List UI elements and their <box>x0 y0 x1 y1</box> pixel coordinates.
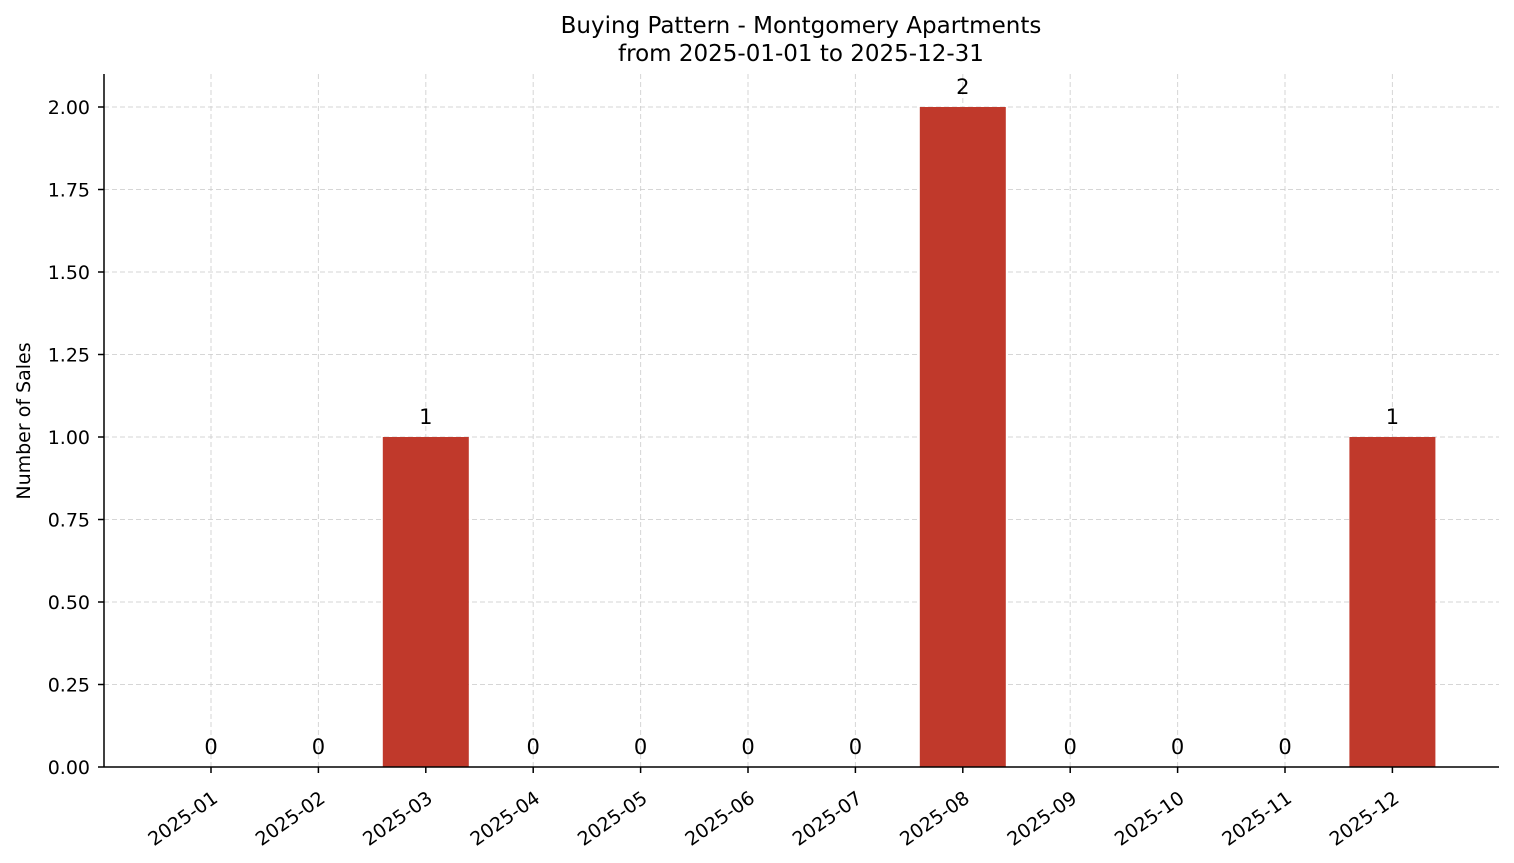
data-labels: 0 0 1 0 0 0 0 2 0 0 0 1 <box>204 75 1399 759</box>
y-tick-label: 0.25 <box>48 675 90 697</box>
chart-title: Buying Pattern - Montgomery Apartments <box>561 13 1042 39</box>
x-tick-label: 2025-05 <box>574 787 652 851</box>
x-tick-label: 2025-07 <box>789 787 867 851</box>
y-tick-label: 0.00 <box>48 757 90 779</box>
data-label: 1 <box>419 405 432 429</box>
chart-subtitle: from 2025-01-01 to 2025-12-31 <box>618 41 984 67</box>
data-label: 1 <box>1386 405 1399 429</box>
axes <box>103 74 1499 768</box>
x-tick-label: 2025-04 <box>466 787 544 851</box>
data-label: 0 <box>849 735 862 759</box>
x-tick-label: 2025-02 <box>252 787 330 851</box>
y-tick-label: 2.00 <box>48 97 90 119</box>
bars <box>382 107 1436 767</box>
y-axis-label: Number of Sales <box>13 342 35 499</box>
data-label: 2 <box>956 75 969 99</box>
data-label: 0 <box>204 735 217 759</box>
data-label: 0 <box>741 735 754 759</box>
x-tick-label: 2025-09 <box>1003 787 1081 851</box>
y-tick-label: 0.50 <box>48 592 90 614</box>
y-grid <box>104 106 1499 768</box>
data-label: 0 <box>312 735 325 759</box>
y-tick-label: 1.50 <box>48 262 90 284</box>
bar-2025-12 <box>1349 437 1436 767</box>
y-tick-label: 1.00 <box>48 427 90 449</box>
x-tick-label: 2025-10 <box>1111 787 1189 851</box>
data-label: 0 <box>1064 735 1077 759</box>
data-label: 0 <box>1278 735 1291 759</box>
y-tick-label: 0.75 <box>48 510 90 532</box>
x-tick-label: 2025-06 <box>681 787 759 851</box>
x-tick-label: 2025-08 <box>896 787 974 851</box>
x-tick-label: 2025-12 <box>1326 787 1404 851</box>
x-tick-label: 2025-11 <box>1218 787 1296 851</box>
data-label: 0 <box>527 735 540 759</box>
bar-2025-08 <box>919 107 1006 767</box>
y-tick-label: 1.75 <box>48 180 90 202</box>
x-tick-label: 2025-01 <box>144 787 222 851</box>
data-label: 0 <box>634 735 647 759</box>
x-ticks: 2025-01 2025-02 2025-03 2025-04 2025-05 2025-… <box>144 767 1403 851</box>
y-tick-label: 1.25 <box>48 345 90 367</box>
y-ticks: 0.00 0.25 0.50 0.75 1.00 1.25 1.50 1.75 2.00 <box>48 97 104 779</box>
x-tick-label: 2025-03 <box>359 787 437 851</box>
data-label: 0 <box>1171 735 1184 759</box>
bar-2025-03 <box>382 437 469 767</box>
